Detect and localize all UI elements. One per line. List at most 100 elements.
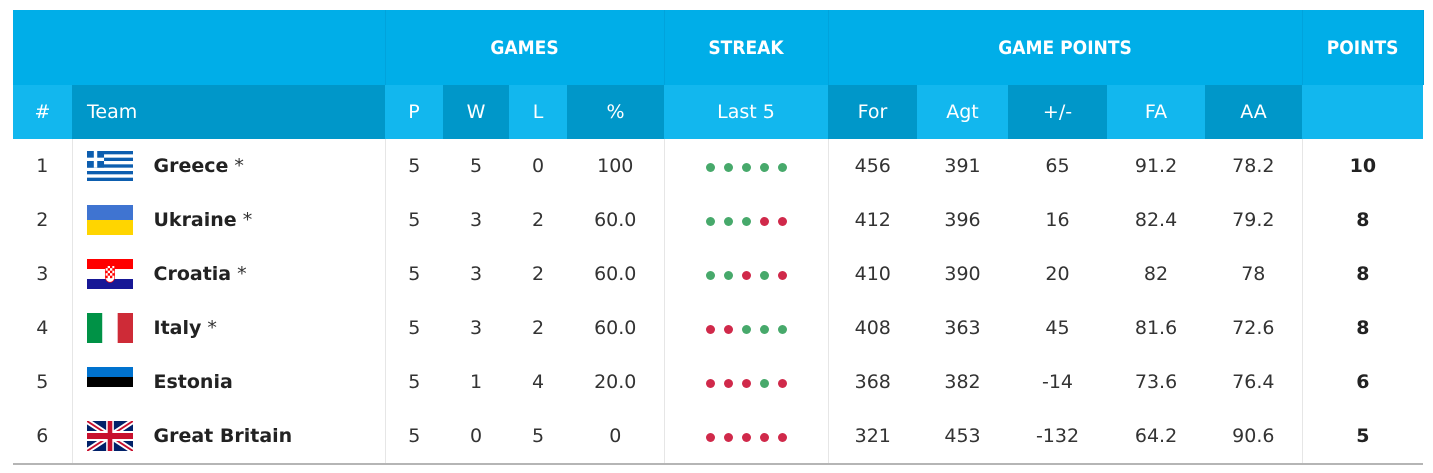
fa-cell: 73.6 bbox=[1107, 355, 1206, 409]
column-header-l[interactable]: L bbox=[509, 85, 567, 139]
rank-cell: 2 bbox=[13, 193, 72, 247]
played-cell: 5 bbox=[384, 247, 443, 301]
streak-win-dot bbox=[705, 217, 715, 226]
streak-win-dot bbox=[759, 163, 769, 172]
streak-loss-dot bbox=[723, 325, 733, 334]
column-header-for[interactable]: For bbox=[828, 85, 918, 139]
standings-table: GAMES STREAK GAME POINTS POINTS # Team P… bbox=[13, 10, 1424, 463]
team-cell[interactable]: Great Britain bbox=[71, 409, 385, 463]
plus-minus-cell: 20 bbox=[1008, 247, 1108, 301]
for-cell: 410 bbox=[827, 247, 918, 301]
for-cell: 321 bbox=[827, 409, 918, 463]
team-name[interactable]: Great Britain bbox=[153, 425, 293, 447]
table-row[interactable]: 4 Italy * 5 3 2 60.0 408 363 45 81.6 72.6 8 bbox=[13, 301, 1424, 355]
column-header-pct[interactable]: % bbox=[567, 85, 665, 139]
group-header-blank bbox=[13, 10, 386, 85]
streak-loss-dot bbox=[777, 271, 787, 280]
streak-win-dot bbox=[759, 271, 769, 280]
column-header-fa[interactable]: FA bbox=[1107, 85, 1206, 139]
for-cell: 408 bbox=[827, 301, 918, 355]
rank-cell: 5 bbox=[13, 355, 72, 409]
streak-loss-dot bbox=[777, 217, 787, 226]
table-row[interactable]: 2 Ukraine * 5 3 2 60.0 412 396 16 82.4 79.2 8 bbox=[13, 193, 1424, 247]
streak-win-dot bbox=[723, 163, 733, 172]
streak-cell bbox=[663, 193, 829, 247]
plus-minus-cell: 16 bbox=[1008, 193, 1108, 247]
aa-cell: 90.6 bbox=[1205, 409, 1303, 463]
fa-cell: 91.2 bbox=[1107, 139, 1206, 193]
agt-cell: 396 bbox=[917, 193, 1009, 247]
pct-cell: 100 bbox=[567, 139, 665, 193]
team-name[interactable]: Italy bbox=[153, 317, 202, 339]
aa-cell: 72.6 bbox=[1205, 301, 1303, 355]
streak-dots bbox=[705, 433, 787, 442]
team-name[interactable]: Ukraine bbox=[153, 209, 237, 231]
column-header-aa[interactable]: AA bbox=[1205, 85, 1303, 139]
rank-cell: 6 bbox=[13, 409, 72, 463]
group-header-game-points: GAME POINTS bbox=[828, 10, 1303, 85]
column-header-plus-minus[interactable]: +/- bbox=[1008, 85, 1108, 139]
played-cell: 5 bbox=[384, 139, 443, 193]
for-cell: 412 bbox=[827, 193, 918, 247]
rank-cell: 3 bbox=[13, 247, 72, 301]
table-row[interactable]: 1 Greece * 5 5 0 100 456 391 65 91.2 78.2 10 bbox=[13, 139, 1424, 193]
team-cell[interactable]: Croatia * bbox=[71, 247, 385, 301]
team-cell[interactable]: Estonia bbox=[71, 355, 385, 409]
column-header-last5[interactable]: Last 5 bbox=[664, 85, 829, 139]
italy-flag-icon bbox=[86, 313, 133, 343]
pct-cell: 60.0 bbox=[567, 301, 665, 355]
column-header-points[interactable] bbox=[1302, 85, 1424, 139]
losses-cell: 5 bbox=[509, 409, 567, 463]
plus-minus-cell: -132 bbox=[1008, 409, 1108, 463]
losses-cell: 2 bbox=[509, 301, 567, 355]
streak-win-dot bbox=[777, 163, 787, 172]
aa-cell: 78.2 bbox=[1205, 139, 1303, 193]
table-row[interactable]: 3 Croatia * 5 3 2 60.0 410 390 20 82 78 8 bbox=[13, 247, 1424, 301]
team-cell[interactable]: Ukraine * bbox=[71, 193, 385, 247]
table-row[interactable]: 5 Estonia 5 1 4 20.0 368 382 -14 73.6 76.4 6 bbox=[13, 355, 1424, 409]
fa-cell: 81.6 bbox=[1107, 301, 1206, 355]
streak-win-dot bbox=[705, 163, 715, 172]
streak-dots bbox=[705, 379, 787, 388]
streak-loss-dot bbox=[705, 433, 715, 442]
standings-table-container: GAMES STREAK GAME POINTS POINTS # Team P… bbox=[13, 10, 1424, 465]
aa-cell: 78 bbox=[1205, 247, 1303, 301]
streak-dots bbox=[705, 325, 787, 334]
streak-loss-dot bbox=[723, 433, 733, 442]
estonia-flag-icon bbox=[86, 367, 133, 397]
pct-cell: 60.0 bbox=[567, 193, 665, 247]
team-cell[interactable]: Italy * bbox=[71, 301, 385, 355]
points-cell: 8 bbox=[1301, 193, 1424, 247]
column-header-w[interactable]: W bbox=[443, 85, 509, 139]
streak-cell bbox=[663, 409, 829, 463]
pct-cell: 60.0 bbox=[567, 247, 665, 301]
group-header-games: GAMES bbox=[385, 10, 665, 85]
column-header-p[interactable]: P bbox=[385, 85, 443, 139]
fa-cell: 64.2 bbox=[1107, 409, 1206, 463]
team-name[interactable]: Croatia bbox=[153, 263, 232, 285]
great-britain-flag-icon bbox=[85, 418, 134, 454]
croatia-flag-icon bbox=[86, 259, 133, 289]
points-cell: 5 bbox=[1301, 409, 1424, 463]
column-header-rank[interactable]: # bbox=[13, 85, 72, 139]
streak-win-dot bbox=[759, 379, 769, 388]
column-header-team[interactable]: Team bbox=[72, 85, 385, 139]
played-cell: 5 bbox=[384, 355, 443, 409]
streak-dots bbox=[705, 271, 787, 280]
losses-cell: 2 bbox=[509, 247, 567, 301]
streak-loss-dot bbox=[705, 379, 715, 388]
streak-win-dot bbox=[723, 271, 733, 280]
team-name[interactable]: Estonia bbox=[153, 371, 233, 393]
streak-win-dot bbox=[741, 325, 751, 334]
streak-loss-dot bbox=[741, 271, 751, 280]
losses-cell: 4 bbox=[509, 355, 567, 409]
wins-cell: 3 bbox=[443, 301, 509, 355]
table-row[interactable]: 6 Great Britain 5 0 5 0 321 453 -132 64.2 90.6 5 bbox=[13, 409, 1424, 463]
column-header-agt[interactable]: Agt bbox=[917, 85, 1009, 139]
fa-cell: 82 bbox=[1107, 247, 1206, 301]
team-cell[interactable]: Greece * bbox=[71, 139, 385, 193]
agt-cell: 363 bbox=[917, 301, 1009, 355]
team-name[interactable]: Greece bbox=[153, 155, 229, 177]
column-header-row: # Team P W L % Last 5 For Agt +/- FA AA bbox=[13, 85, 1424, 139]
for-cell: 456 bbox=[827, 139, 918, 193]
